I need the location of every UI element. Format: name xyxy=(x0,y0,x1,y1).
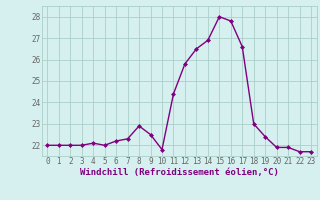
X-axis label: Windchill (Refroidissement éolien,°C): Windchill (Refroidissement éolien,°C) xyxy=(80,168,279,177)
